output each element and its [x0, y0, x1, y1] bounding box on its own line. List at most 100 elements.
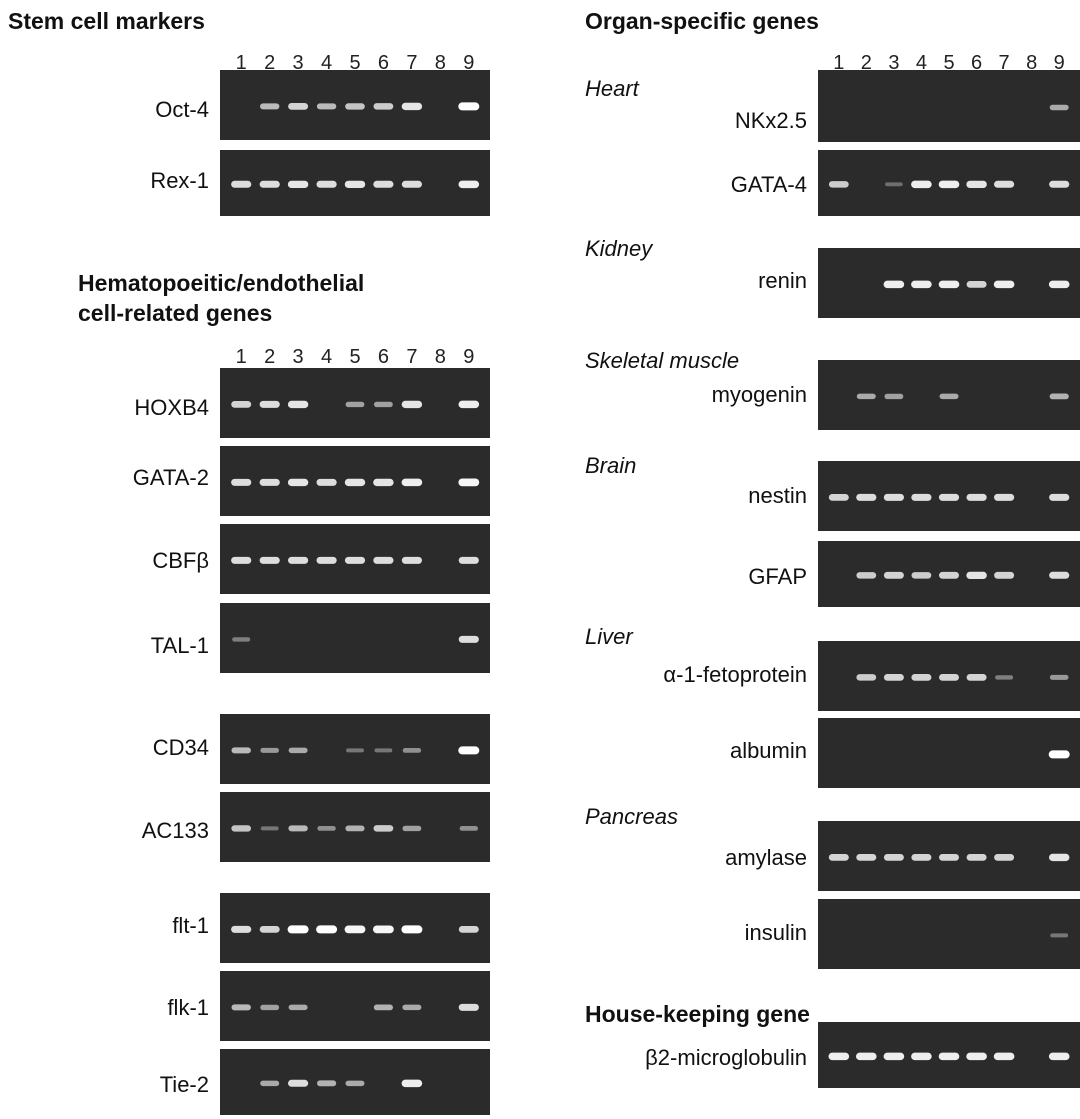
gel-image: [220, 70, 490, 140]
band-lane-3: [288, 825, 308, 832]
gel-ac133: [220, 792, 490, 862]
gel-gata4: [818, 150, 1080, 216]
lane-number-8: 8: [434, 346, 446, 368]
band-lane-9: [459, 826, 478, 831]
lane-number-8: 8: [434, 52, 446, 74]
band-lane-9: [1048, 750, 1070, 759]
band-lane-4: [911, 854, 932, 861]
band-lane-3: [287, 180, 309, 188]
band-lane-9: [458, 478, 480, 487]
gel-image: [818, 821, 1080, 891]
lane-number-9: 9: [463, 52, 475, 74]
band-lane-3: [287, 478, 309, 487]
band-lane-3: [288, 103, 309, 110]
band-lane-9: [1048, 1052, 1070, 1061]
band-lane-1: [232, 637, 251, 642]
band-lane-3: [883, 854, 904, 861]
band-lane-9: [458, 926, 479, 933]
gene-label-gata2: GATA-2: [132, 465, 209, 490]
gel-image: [818, 899, 1080, 969]
gel-tal1: [220, 603, 490, 673]
band-lane-3: [883, 674, 904, 681]
gene-label-amylase: amylase: [725, 845, 807, 870]
gel-myogenin: [818, 360, 1080, 430]
band-lane-4: [911, 1052, 932, 1061]
gene-label-nestin: nestin: [748, 483, 807, 508]
band-lane-5: [939, 854, 959, 861]
gel-image: [818, 248, 1080, 318]
lane-number-4: 4: [320, 52, 333, 74]
band-lane-3: [885, 182, 903, 187]
band-lane-2: [259, 478, 280, 486]
gel-flt1: [220, 893, 490, 963]
lane-number-9: 9: [1053, 52, 1065, 74]
band-lane-1: [231, 825, 251, 832]
band-lane-3: [288, 1079, 309, 1087]
section-title-housekeeping: House-keeping gene: [585, 1001, 810, 1027]
gene-label-myogenin: myogenin: [711, 382, 807, 407]
band-lane-7: [401, 925, 423, 934]
band-lane-3: [884, 393, 904, 400]
gel-background: [220, 971, 490, 1041]
organ-heading-kidney: Kidney: [585, 236, 653, 261]
band-lane-7: [993, 1052, 1015, 1061]
band-lane-1: [231, 401, 252, 408]
band-lane-7: [402, 825, 422, 832]
lane-number-8: 8: [1026, 52, 1038, 74]
band-lane-5: [345, 401, 365, 408]
band-lane-9: [1049, 853, 1070, 862]
gel-image: [818, 461, 1080, 531]
gel-image: [220, 893, 490, 963]
organ-heading-liver: Liver: [585, 624, 633, 649]
band-lane-5: [344, 478, 366, 487]
organ-heading-heart: Heart: [585, 76, 639, 101]
band-lane-4: [316, 478, 337, 486]
gel-cd34: [220, 714, 490, 784]
gene-label-nkx25: NKx2.5: [734, 108, 807, 133]
lane-number-6: 6: [377, 52, 389, 74]
band-lane-1: [828, 494, 849, 501]
lane-number-2: 2: [860, 52, 872, 74]
band-lane-9: [458, 1003, 479, 1011]
gene-label-flt1: flt-1: [172, 913, 209, 938]
band-lane-6: [374, 748, 393, 753]
band-lane-4: [316, 180, 337, 188]
lane-number-3: 3: [888, 52, 900, 74]
band-lane-3: [883, 493, 904, 501]
band-lane-9: [1049, 180, 1070, 188]
gel-nestin: [818, 461, 1080, 531]
gel-image: [220, 368, 490, 438]
gene-label-cd34: CD34: [152, 735, 209, 760]
band-lane-6: [373, 925, 394, 934]
band-lane-4: [911, 493, 932, 501]
gene-label-tal1: TAL-1: [150, 633, 209, 658]
band-lane-6: [966, 571, 987, 579]
band-lane-2: [259, 180, 280, 188]
band-lane-3: [287, 400, 309, 409]
band-lane-9: [1048, 280, 1070, 289]
band-lane-2: [260, 1004, 280, 1011]
band-lane-2: [856, 493, 877, 501]
band-lane-2: [856, 674, 877, 681]
band-lane-2: [856, 854, 877, 861]
gene-label-renin: renin: [758, 268, 807, 293]
band-lane-9: [1050, 933, 1069, 938]
band-lane-7: [995, 675, 1014, 680]
organ-heading-pancreas: Pancreas: [585, 804, 678, 829]
section-title-organ: Organ-specific genes: [585, 8, 819, 34]
band-lane-9: [1049, 674, 1069, 680]
gel-tie2: [220, 1049, 490, 1115]
lane-number-5: 5: [349, 52, 361, 74]
lane-number-9: 9: [463, 346, 475, 368]
band-lane-5: [345, 825, 365, 832]
band-lane-6: [373, 180, 394, 188]
band-lane-2: [260, 826, 279, 831]
band-lane-7: [994, 180, 1015, 188]
band-lane-3: [883, 571, 904, 579]
band-lane-7: [401, 478, 423, 487]
lane-number-7: 7: [406, 346, 418, 368]
band-lane-6: [373, 556, 394, 564]
band-lane-4: [911, 180, 932, 189]
band-lane-5: [345, 1080, 365, 1087]
gel-flk1: [220, 971, 490, 1041]
